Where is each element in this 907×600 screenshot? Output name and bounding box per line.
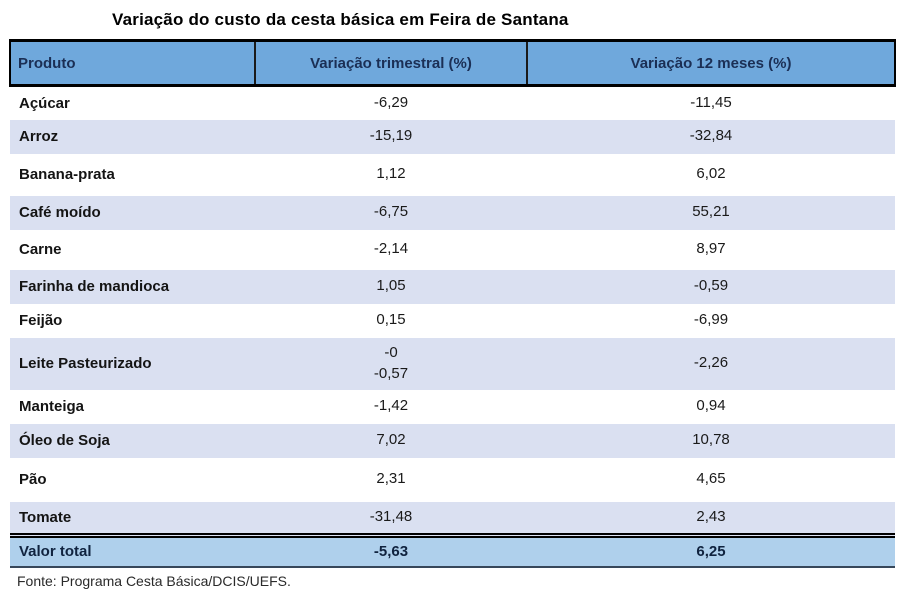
product-cell: Carne [19,241,62,258]
twelve-month-cell: -6,99 [693,311,729,329]
product-cell: Tomate [10,501,255,536]
trimestral-cell: -6,29 [373,94,409,112]
twelve-month-cell: 55,21 [527,195,895,230]
product-cell: Óleo de Soja [10,423,255,458]
product-cell: Farinha de mandioca [10,269,255,304]
table-row: Farinha de mandioca 1,05 -0,59 [10,269,895,304]
product-cell: Leite Pasteurizado [10,337,255,390]
product-cell: Banana-prata [19,166,115,183]
column-header-trimestral: Variação trimestral (%) [255,39,528,87]
trimestral-cell: 7,02 [255,423,527,458]
twelve-month-cell: 2,43 [527,501,895,536]
twelve-month-cell: 10,78 [527,423,895,458]
trimestral-cell: -0 -0,57 [255,337,527,390]
product-cell: Café moído [10,195,255,230]
twelve-month-cell: 6,02 [696,165,726,183]
product-cell: Feijão [19,312,63,329]
column-header-produto: Produto [9,39,256,87]
basket-variation-table: Produto Variação trimestral (%) Variação… [9,39,896,568]
trimestral-cell: 1,12 [376,165,406,183]
trimestral-cell: 1,05 [255,269,527,304]
twelve-month-cell: -2,26 [527,337,895,390]
table-row: Carne -2,14 8,97 [10,230,895,270]
page-title: Variação do custo da cesta básica em Fei… [112,10,569,29]
twelve-month-cell: 4,65 [696,470,726,488]
table-row: Óleo de Soja 7,02 10,78 [10,423,895,458]
product-cell: Pão [19,471,47,488]
header-row: Produto Variação trimestral (%) Variação… [9,39,896,87]
trimestral-cell: 0,15 [376,311,406,329]
source-note: Fonte: Programa Cesta Básica/DCIS/UEFS. [17,572,291,589]
trimestral-cell: -1,42 [373,397,409,415]
total-trimestral-cell: -5,63 [255,533,527,568]
product-cell: Açúcar [19,94,70,112]
table-row: Manteiga -1,42 0,94 [10,390,895,424]
twelve-month-cell: -32,84 [527,119,895,154]
page: Variação do custo da cesta básica em Fei… [0,10,907,600]
trimestral-cell: -6,75 [255,195,527,230]
column-header-12-meses: Variação 12 meses (%) [527,39,896,87]
total-row: Valor total -5,63 6,25 [10,533,895,568]
table-row: Feijão 0,15 -6,99 [10,304,895,338]
trimestral-cell: -15,19 [255,119,527,154]
table-row: Banana-prata 1,12 6,02 [10,154,895,196]
table-row: Pão 2,31 4,65 [10,458,895,502]
table-row: Arroz -15,19 -32,84 [10,119,895,154]
table-row: Tomate -31,48 2,43 [10,501,895,536]
product-cell: Arroz [10,119,255,154]
twelve-month-cell: 8,97 [696,240,726,258]
total-twelve-month-cell: 6,25 [527,533,895,568]
twelve-month-cell: 0,94 [696,397,726,415]
twelve-month-cell: -11,45 [690,94,732,112]
twelve-month-cell: -0,59 [527,269,895,304]
table-row: Café moído -6,75 55,21 [10,195,895,230]
total-label-cell: Valor total [10,533,255,568]
trimestral-cell: -2,14 [373,240,409,258]
trimestral-cell: 2,31 [376,470,406,488]
table-row: Leite Pasteurizado -0 -0,57 -2,26 [10,337,895,390]
product-cell: Manteiga [19,398,85,415]
trimestral-cell: -31,48 [255,501,527,536]
table-row: Açúcar -6,29 -11,45 [10,86,895,120]
